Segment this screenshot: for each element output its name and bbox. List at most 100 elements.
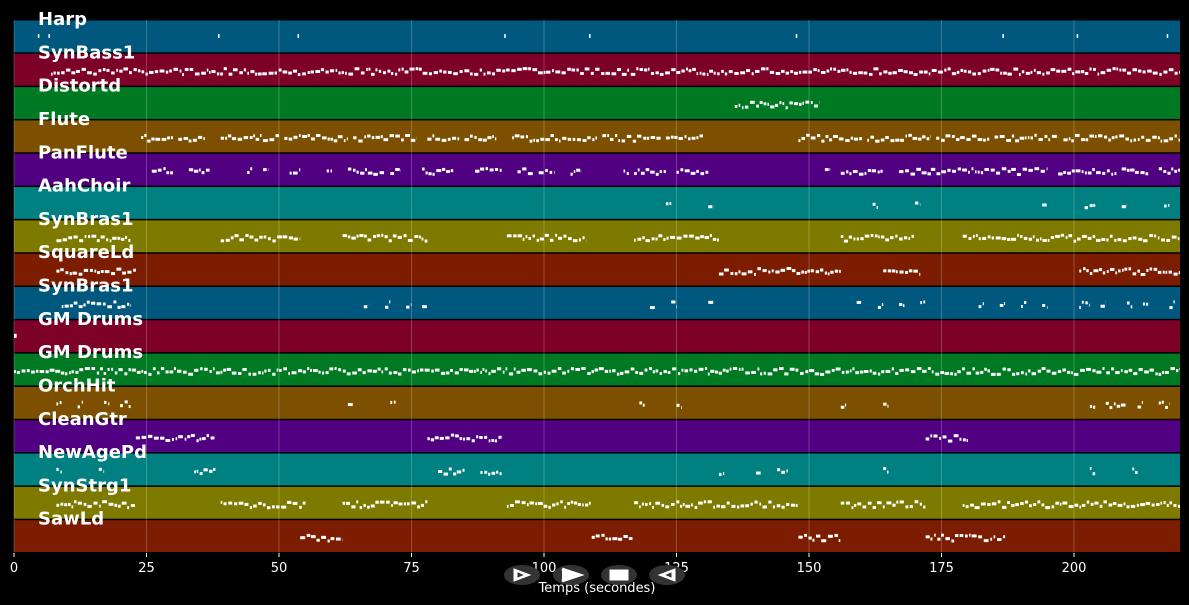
note-phrase — [978, 302, 984, 309]
note-phrase — [883, 467, 889, 474]
note-phrase — [1121, 204, 1127, 209]
stop-button[interactable] — [601, 565, 637, 585]
note-phrase — [77, 400, 83, 409]
note-phrase — [104, 400, 110, 406]
note-phrase — [936, 134, 990, 142]
note-phrase — [141, 133, 173, 143]
note-phrase — [1132, 467, 1138, 474]
note-phrase — [1164, 203, 1170, 208]
note-phrase — [406, 303, 412, 309]
note-phrase — [300, 533, 343, 543]
note-phrase — [512, 134, 597, 143]
note-phrase — [422, 305, 427, 309]
note-phrase — [218, 33, 220, 38]
note-phrase — [517, 167, 533, 176]
note-phrase — [1158, 400, 1170, 409]
note-phrase — [756, 471, 761, 475]
note-phrase — [1121, 167, 1149, 176]
note-phrase — [427, 134, 460, 142]
note-phrase — [840, 500, 926, 510]
note-phrase — [795, 33, 798, 38]
note-phrase — [1042, 303, 1048, 310]
note-phrase — [591, 533, 635, 542]
back-button[interactable] — [649, 565, 685, 585]
note-phrase — [915, 201, 921, 207]
note-phrase — [639, 401, 645, 407]
note-phrase — [994, 133, 1059, 143]
note-phrase — [48, 33, 50, 38]
note-phrase — [1084, 203, 1096, 210]
note-phrase — [220, 500, 306, 510]
note-phrase — [824, 167, 831, 172]
note-phrase — [872, 202, 878, 209]
play-button[interactable] — [553, 565, 589, 585]
note-phrase — [56, 500, 136, 510]
note-phrase — [353, 133, 417, 143]
note-phrase — [504, 33, 506, 38]
note-phrase — [650, 306, 655, 310]
track-label: Flute — [38, 109, 90, 130]
note-phrase — [37, 33, 40, 38]
note-phrase — [1063, 133, 1180, 143]
note-phrase — [840, 233, 914, 243]
track-band — [14, 386, 1180, 419]
x-tick-label: 150 — [797, 561, 822, 576]
note-phrase — [671, 300, 677, 309]
note-phrase — [708, 205, 714, 209]
note-phrase — [506, 500, 591, 509]
track-label: CleanGtr — [38, 409, 127, 430]
note-phrase — [263, 168, 269, 172]
back-icon — [657, 568, 676, 582]
track-label: SynBras1 — [38, 276, 134, 297]
x-tick-label: 0 — [10, 561, 18, 576]
note-phrase — [634, 233, 719, 243]
note-phrase — [1042, 203, 1047, 207]
note-phrase — [962, 500, 1180, 510]
note-phrase — [1127, 301, 1133, 309]
track-label: SawLd — [38, 509, 104, 530]
note-phrase — [840, 168, 883, 176]
note-phrase — [538, 168, 555, 175]
note-phrase — [634, 500, 798, 509]
note-phrase — [623, 169, 629, 175]
note-phrase — [602, 134, 661, 143]
note-phrase — [14, 366, 1180, 376]
note-phrase — [883, 269, 921, 276]
play-icon — [561, 567, 585, 583]
note-phrase — [390, 168, 401, 176]
track-band — [14, 220, 1180, 253]
track-label: GM Drums — [38, 342, 143, 363]
note-phrase — [390, 400, 396, 404]
note-phrase — [883, 402, 889, 408]
note-phrase — [589, 33, 591, 38]
note-phrase — [342, 233, 428, 243]
note-phrase — [1089, 404, 1096, 409]
note-phrase — [962, 233, 1180, 243]
note-phrase — [718, 472, 725, 476]
note-phrase — [347, 403, 353, 407]
note-phrase — [422, 167, 454, 176]
note-phrase — [194, 467, 216, 476]
x-tick-label: 25 — [138, 561, 155, 576]
note-phrase — [1076, 33, 1079, 38]
note-phrase — [151, 167, 173, 175]
track-band — [14, 20, 1180, 53]
note-phrase — [220, 134, 279, 143]
note-phrase — [734, 100, 820, 110]
note-phrase — [56, 234, 131, 243]
rewind-button[interactable] — [504, 565, 540, 585]
note-phrase — [480, 470, 502, 476]
track-label: OrchHit — [38, 375, 116, 396]
note-phrase — [840, 403, 847, 409]
note-phrase — [363, 302, 370, 309]
note-phrase — [1158, 167, 1180, 175]
note-phrase — [51, 67, 1180, 77]
note-phrase — [676, 168, 709, 176]
note-phrase — [247, 167, 253, 175]
note-phrase — [56, 467, 62, 474]
track-band — [14, 453, 1180, 486]
track-label: SynBass1 — [38, 42, 135, 63]
note-phrase — [178, 135, 205, 143]
note-phrase — [1105, 401, 1126, 410]
